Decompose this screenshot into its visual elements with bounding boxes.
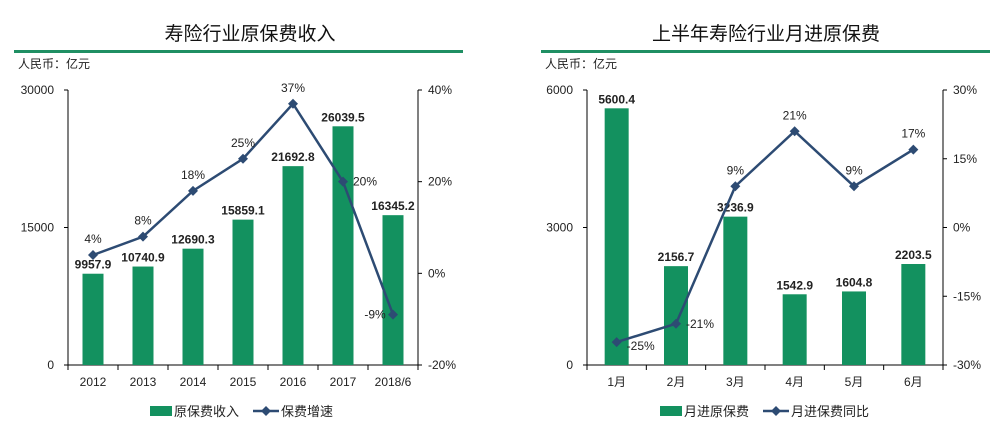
bar [182,248,204,365]
line-point-marker [849,181,859,192]
right-tick-label: 20% [428,175,452,189]
x-tick-label: 2018/6 [375,375,412,389]
bar [282,166,304,365]
line-point-marker [88,250,98,260]
legend-bar-label: 原保费收入 [174,404,239,419]
line-point-marker [908,144,919,155]
chart-title: 寿险行业原保费收入 [164,23,335,45]
legend-line-marker [771,406,781,416]
bar-value-label: 12690.3 [171,233,215,247]
chart-title: 上半年寿险行业月进原保费 [652,23,880,45]
x-tick-label: 2017 [330,375,357,389]
bar [604,108,629,365]
right-tick-label: 0% [953,221,971,235]
line-value-label: 4% [84,232,102,246]
line-point-marker [338,176,348,187]
bar [132,266,154,365]
line-series [616,129,914,344]
line-point-marker [388,309,398,320]
bar-value-label: 1604.8 [836,275,873,289]
left-tick-label: 15000 [21,221,55,235]
legend-bar-swatch [150,406,172,416]
line-value-label: 25% [231,136,255,150]
x-tick-label: 5月 [845,375,864,389]
legend-bar-label: 月进原保费 [684,404,749,419]
line-point-marker [138,231,148,242]
left-tick-label: 0 [47,358,54,372]
line-value-label: -21% [686,317,714,331]
x-tick-label: 2014 [180,375,207,389]
bar-value-label: 15859.1 [221,204,265,218]
bar [82,273,104,365]
left-tick-label: 3000 [546,221,573,235]
bar [842,291,866,365]
x-tick-label: 3月 [726,375,745,389]
line-point-marker [188,185,198,196]
line-value-label: 9% [845,163,863,177]
unit-label: 人民币：亿元 [545,56,617,71]
bar-value-label: 26039.5 [321,110,365,124]
bar [782,294,807,365]
line-point-marker [611,337,622,348]
bar-value-label: 2156.7 [658,250,695,264]
right-tick-label: 30% [953,83,977,97]
bar [664,266,688,365]
right-tick-label: 0% [428,266,446,280]
bar-value-label: 9957.9 [75,258,112,272]
right-tick-label: -20% [428,358,456,372]
bar [332,126,354,365]
bar-value-label: 3236.9 [717,201,754,215]
line-value-label: 20% [353,175,377,189]
line-point-marker [288,98,298,109]
x-tick-label: 2013 [130,375,157,389]
legend-bar-swatch [660,406,682,416]
line-value-label: 17% [901,127,925,141]
legend-line-label: 月进保费同比 [791,404,869,419]
bar-value-label: 21692.8 [271,150,315,164]
bar [723,216,748,365]
bar [901,264,926,365]
line-value-label: 9% [727,163,745,177]
bar-value-label: 5600.4 [598,92,635,106]
unit-label: 人民币：亿元 [18,56,90,71]
bar-value-label: 10740.9 [121,251,165,265]
x-tick-label: 4月 [785,375,804,389]
line-value-label: 8% [134,214,152,228]
line-value-label: 37% [281,81,305,95]
title-underline [14,50,463,53]
right-tick-label: 15% [953,152,977,166]
line-value-label: 18% [181,168,205,182]
x-tick-label: 1月 [607,375,626,389]
title-underline [541,50,990,53]
bar-value-label: 16345.2 [371,199,415,213]
line-value-label: -9% [364,308,386,322]
bar-value-label: 2203.5 [895,248,932,262]
line-value-label: 21% [783,108,807,122]
x-tick-label: 2016 [280,375,307,389]
line-value-label: -25% [627,339,655,353]
x-tick-label: 2012 [80,375,107,389]
x-tick-label: 6月 [904,375,923,389]
line-point-marker [789,126,800,137]
bar [232,219,254,365]
line-point-marker [671,318,681,329]
legend-line-marker [261,406,271,416]
line-point-marker [238,153,248,164]
bar [382,215,404,365]
x-tick-label: 2月 [667,375,686,389]
left-tick-label: 6000 [546,83,573,97]
line-point-marker [730,181,741,192]
right-tick-label: -15% [953,289,981,303]
right-tick-label: -30% [953,358,981,372]
right-tick-label: 40% [428,83,452,97]
x-tick-label: 2015 [230,375,257,389]
legend-line-label: 保费增速 [281,404,333,419]
bar-value-label: 1542.9 [776,278,813,292]
left-tick-label: 30000 [21,83,55,97]
left-tick-label: 0 [566,358,573,372]
